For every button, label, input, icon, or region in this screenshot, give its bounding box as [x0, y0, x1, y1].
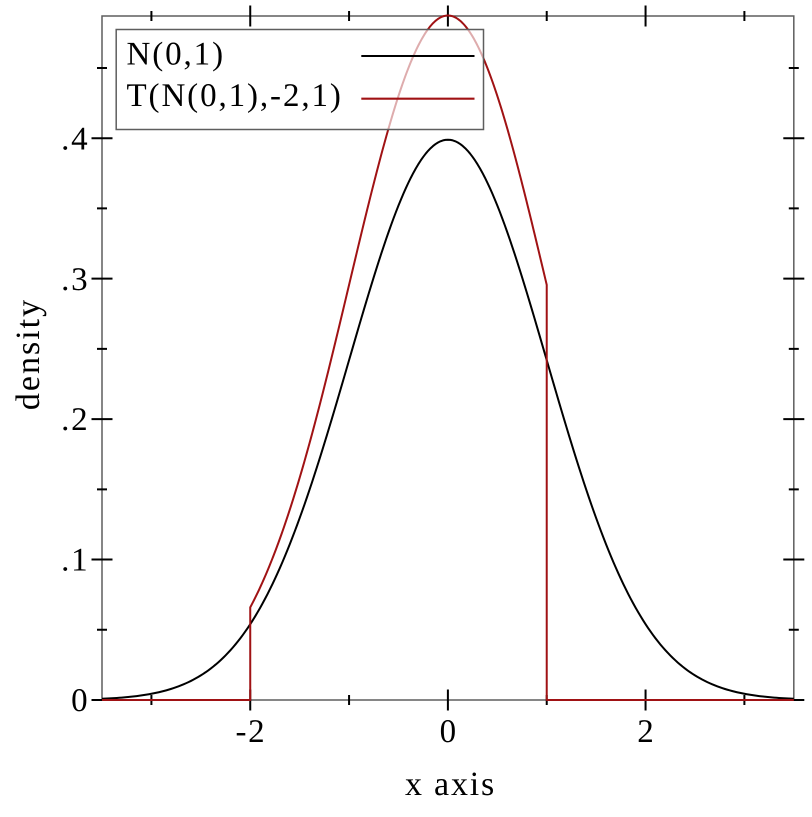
- svg-text:.3: .3: [61, 262, 89, 298]
- svg-text:0: 0: [71, 683, 89, 719]
- svg-text:T(N(0,1),-2,1): T(N(0,1),-2,1): [127, 78, 343, 114]
- svg-text:2: 2: [637, 714, 655, 750]
- svg-text:.1: .1: [61, 542, 89, 578]
- svg-text:.2: .2: [61, 402, 89, 438]
- svg-text:N(0,1): N(0,1): [127, 37, 225, 73]
- svg-text:x axis: x axis: [405, 766, 496, 803]
- svg-text:-2: -2: [235, 714, 266, 750]
- svg-text:density: density: [10, 298, 47, 410]
- svg-text:.4: .4: [61, 121, 89, 157]
- svg-text:0: 0: [440, 714, 458, 750]
